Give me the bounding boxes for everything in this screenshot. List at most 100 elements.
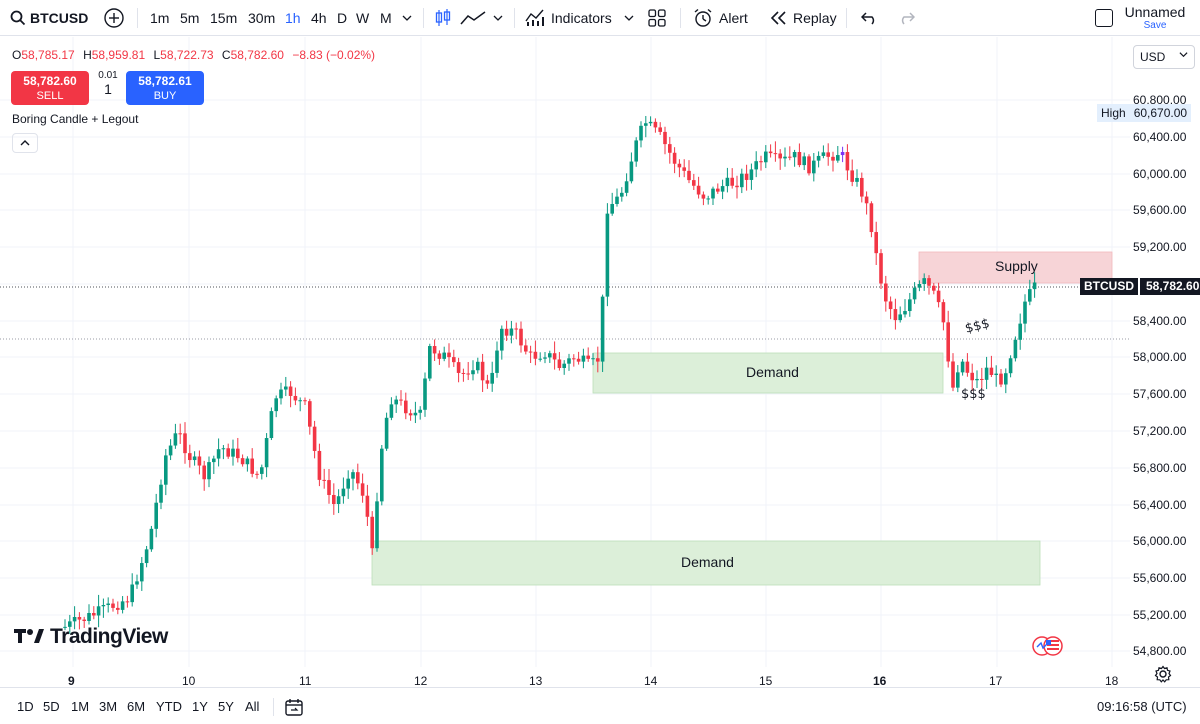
replay-button[interactable]: Replay [769,0,837,36]
quantity-step: 0.01 [98,70,118,81]
interval-1h[interactable]: 1h [285,0,301,36]
close-value: 58,782.60 [230,48,284,62]
sell-button[interactable]: 58,782.60 SELL [11,71,89,105]
redo-button[interactable] [897,0,915,36]
candle-body [183,433,187,454]
candle-body [269,411,274,439]
interval-30m[interactable]: 30m [248,0,275,36]
economic-events-icon[interactable] [1031,635,1065,657]
candle-body [63,626,67,628]
grid-icon [648,9,666,27]
range-1M[interactable]: 1M [71,688,89,724]
candle-body [389,404,394,418]
buy-button[interactable]: 58,782.61 BUY [126,71,204,105]
candles-chart-type-button[interactable] [434,0,452,36]
candle-body [202,465,206,480]
candle-body [946,322,950,362]
candle-body [212,458,216,463]
currency-select[interactable]: USD [1133,45,1195,69]
candle-body [485,380,490,384]
symbol-search[interactable]: BTCUSD [10,0,88,36]
candle-body [821,152,826,156]
indicators-button[interactable]: Indicators [525,0,612,36]
demand-zone-upper[interactable] [592,352,944,394]
interval-5m[interactable]: 5m [180,0,199,36]
layout-name: Unnamed [1124,4,1186,20]
range-6M[interactable]: 6M [127,688,145,724]
candle-body [120,601,125,610]
demand-zone-lower[interactable] [371,540,1041,586]
candle-body [101,604,106,607]
layout-icon[interactable] [1095,9,1113,27]
ohlc-legend: O58,785.17 H58,959.81 L58,722.73 C58,782… [12,48,375,62]
quantity-field[interactable]: 0.01 1 [93,70,123,97]
tradingview-logo-icon [14,625,44,649]
date-axis-label: 14 [644,674,658,688]
candle-body [168,445,173,456]
candle-body [87,613,91,621]
sell-price: 58,782.60 [23,74,77,88]
candle-body [336,496,341,505]
candle-body [312,426,317,451]
interval-D[interactable]: D [337,0,347,36]
layout-name-button[interactable]: Unnamed Save [1120,5,1190,31]
candle-body [303,400,307,402]
add-circle-icon [104,8,124,28]
candle-body [461,372,466,374]
indicator-legend[interactable]: Boring Candle + Legout [12,112,139,126]
change-value: −8.83 (−0.02%) [292,48,376,62]
search-icon [10,10,26,26]
candle-body [284,386,288,390]
candle-body [764,151,768,163]
currency-label: USD [1140,50,1166,64]
interval-label: W [356,10,370,26]
chart-settings-button[interactable] [1153,665,1173,685]
chart-type-dropdown[interactable] [493,0,503,36]
candle-body [528,351,533,353]
candle-body [812,160,816,174]
range-1Y[interactable]: 1Y [192,688,208,724]
layout-templates-button[interactable] [648,0,666,36]
interval-1m[interactable]: 1m [150,0,169,36]
go-to-date-button[interactable] [284,688,304,724]
range-5Y[interactable]: 5Y [218,688,234,724]
interval-dropdown[interactable] [402,0,412,36]
clock-timezone[interactable]: 09:16:58 (UTC) [1097,688,1187,724]
indicators-dropdown[interactable] [624,0,634,36]
candle-body [221,448,226,450]
candle-body [164,455,168,485]
compare-symbol-button[interactable] [103,0,125,36]
range-5D[interactable]: 5D [43,688,60,724]
alert-button[interactable]: Alert [693,0,748,36]
tradingview-wordmark: TradingView [50,625,168,648]
candle-body [586,355,590,359]
range-All[interactable]: All [245,688,259,724]
candle-body [989,367,994,375]
candle-body [82,619,86,621]
chart-area[interactable]: O58,785.17 H58,959.81 L58,722.73 C58,782… [0,37,1200,688]
undo-button[interactable] [861,0,879,36]
candle-body [605,213,610,297]
range-3M[interactable]: 3M [99,688,117,724]
interval-4h[interactable]: 4h [311,0,327,36]
candle-body [720,186,725,192]
interval-W[interactable]: W [356,0,369,36]
undo-icon [861,12,875,25]
candle-body [240,458,245,465]
interval-M[interactable]: M [380,0,392,36]
tradingview-logo[interactable]: TradingView [14,625,168,649]
candle-body [188,453,192,461]
candle-body [173,433,178,446]
supply-zone[interactable] [918,251,1113,284]
clock-time: 09:16:58 (UTC) [1097,699,1187,714]
interval-15m[interactable]: 15m [210,0,237,36]
price-axis-label: 60,000.00 [1133,167,1187,181]
candle-body [960,361,965,373]
candlestick-chart[interactable] [0,37,1200,687]
range-YTD[interactable]: YTD [156,688,182,724]
line-chart-type-button[interactable] [460,0,486,36]
range-1D[interactable]: 1D [17,688,34,724]
date-axis-label: 11 [299,674,312,688]
collapse-legend-button[interactable] [12,133,38,153]
candle-body [442,352,446,359]
